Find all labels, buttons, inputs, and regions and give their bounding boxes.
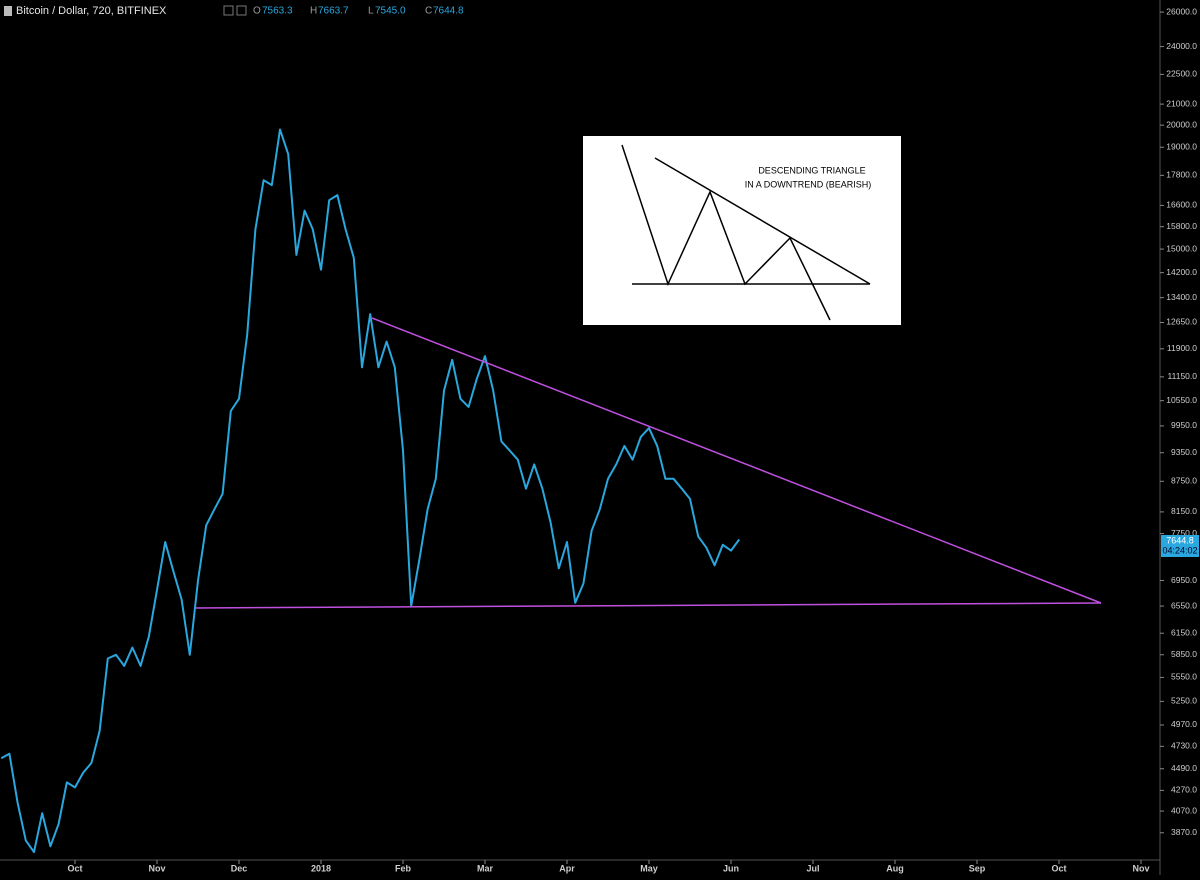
y-tick-label: 19000.0 xyxy=(1166,141,1197,151)
y-tick-label: 15000.0 xyxy=(1166,243,1197,253)
symbol: Bitcoin / Dollar, 720, BITFINEX xyxy=(16,5,167,17)
x-tick-label: Sep xyxy=(969,863,986,873)
x-tick-label: Jul xyxy=(806,863,819,873)
x-tick-label: Dec xyxy=(231,863,248,873)
x-tick-label: Nov xyxy=(1132,863,1149,873)
y-tick-label: 14200.0 xyxy=(1166,267,1197,277)
y-tick-label: 11150.0 xyxy=(1168,371,1198,381)
inset-resistance xyxy=(654,157,871,285)
close-label: C xyxy=(425,6,432,17)
open-label: O xyxy=(253,6,261,17)
y-tick-label: 5250.0 xyxy=(1171,696,1197,706)
x-tick-label: 2018 xyxy=(311,863,331,873)
y-tick-label: 4970.0 xyxy=(1171,719,1197,729)
triangle-drawing xyxy=(194,317,1102,609)
y-tick-label: 4070.0 xyxy=(1171,805,1197,815)
badge-bg xyxy=(1161,535,1199,557)
support-line xyxy=(194,602,1102,609)
y-tick-label: 4730.0 xyxy=(1171,741,1197,751)
x-tick-label: Feb xyxy=(395,863,412,873)
y-tick-label: 4490.0 xyxy=(1171,763,1197,773)
x-tick-label: Apr xyxy=(559,863,575,873)
low-label: L xyxy=(368,6,374,17)
y-tick-label: 8150.0 xyxy=(1171,506,1197,516)
y-tick-label: 10550.0 xyxy=(1166,395,1197,405)
y-tick-label: 9350.0 xyxy=(1171,447,1197,457)
y-tick-label: 3870.0 xyxy=(1171,827,1197,837)
x-tick-label: Aug xyxy=(886,863,904,873)
y-tick-label: 5850.0 xyxy=(1171,649,1197,659)
x-tick-label: Mar xyxy=(477,863,494,873)
flag-icon xyxy=(4,6,12,16)
x-tick-label: Jun xyxy=(723,863,739,873)
y-tick-label: 12650.0 xyxy=(1166,317,1197,327)
close-value: 7644.8 xyxy=(433,6,464,17)
y-tick-label: 8750.0 xyxy=(1171,476,1197,486)
x-tick-label: Oct xyxy=(1051,863,1066,873)
y-tick-label: 16600.0 xyxy=(1166,200,1197,210)
resistance-line xyxy=(371,317,1102,604)
badge-price: 7644.8 xyxy=(1166,535,1194,545)
inset-background xyxy=(583,136,901,325)
y-tick-label: 26000.0 xyxy=(1166,6,1197,16)
y-tick-label: 15800.0 xyxy=(1166,221,1197,231)
x-tick-label: Nov xyxy=(148,863,165,873)
price-line xyxy=(0,128,741,854)
plot xyxy=(0,128,741,854)
inset-title: DESCENDING TRIANGLE xyxy=(758,165,865,175)
icon[interactable] xyxy=(223,5,234,16)
y-tick-label: 13400.0 xyxy=(1166,292,1197,302)
y-tick-label: 22500.0 xyxy=(1166,69,1197,79)
y-tick-label: 7750.0 xyxy=(1171,528,1197,538)
y-tick-label: 20000.0 xyxy=(1166,119,1197,129)
inset-subtitle: IN A DOWNTREND (BEARISH) xyxy=(745,179,872,189)
y-tick-label: 17800.0 xyxy=(1166,170,1197,180)
high-value: 7663.7 xyxy=(318,6,349,17)
y-tick-label: 5550.0 xyxy=(1171,672,1197,682)
price-badge: 7644.8 04:24:02 xyxy=(1161,535,1199,557)
badge-countdown: 04:24:02 xyxy=(1162,545,1197,555)
icon[interactable] xyxy=(236,5,247,16)
x-tick-label: Oct xyxy=(67,863,82,873)
low-value: 7545.0 xyxy=(375,6,406,17)
y-tick-label: 21000.0 xyxy=(1166,98,1197,108)
inset-price-path xyxy=(621,144,831,321)
y-tick-label: 6550.0 xyxy=(1171,600,1197,610)
y-tick-label: 9950.0 xyxy=(1171,420,1197,430)
open-value: 7563.3 xyxy=(262,6,293,17)
price-axis: 26000.0 24000.0 22500.0 21000.0 20000.0 19000… xyxy=(1160,6,1197,837)
legend-header: Bitcoin / Dollar, 720, BITFINEX O 7563.3… xyxy=(4,5,464,17)
y-tick-label: 4270.0 xyxy=(1171,785,1197,795)
y-tick-label: 6950.0 xyxy=(1171,575,1197,585)
high-label: H xyxy=(310,6,317,17)
inset-diagram: DESCENDING TRIANGLE IN A DOWNTREND (BEAR… xyxy=(583,136,901,325)
x-tick-label: May xyxy=(640,863,658,873)
y-tick-label: 24000.0 xyxy=(1166,41,1197,51)
y-tick-label: 11900.0 xyxy=(1167,343,1197,353)
y-tick-label: 6150.0 xyxy=(1171,627,1197,637)
